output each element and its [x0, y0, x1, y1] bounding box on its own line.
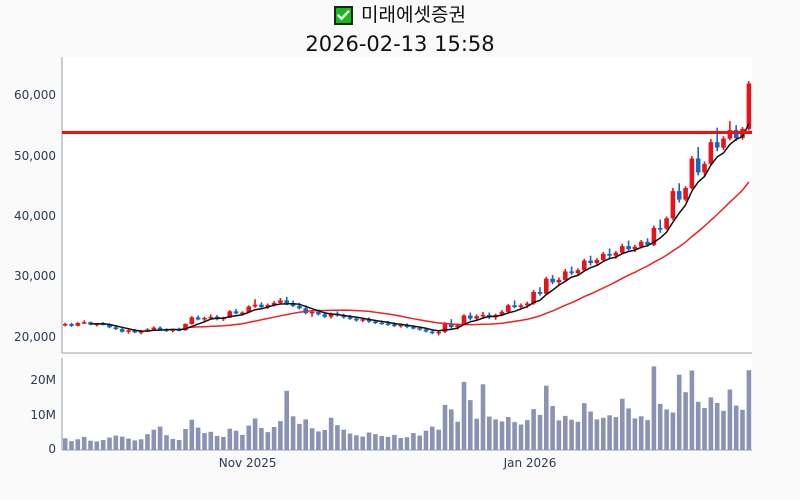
price-tick-label: 20,000: [14, 329, 56, 344]
volume-tick-label: 0: [48, 442, 56, 456]
page-title: 미래에셋증권: [361, 3, 466, 26]
price-tick-label: 50,000: [14, 148, 56, 163]
price-chart-svg[interactable]: [0, 55, 800, 355]
volume-tick-label: 20M: [30, 373, 56, 388]
checked-checkbox-icon[interactable]: [334, 5, 354, 25]
price-chart-panel: 20,000 30,000 40,000 50,000 60,000: [0, 55, 800, 355]
x-tick-label: Nov 2025: [218, 456, 277, 470]
x-tick-label: Jan 2026: [503, 456, 557, 470]
volume-chart-svg[interactable]: [0, 358, 800, 468]
title-row: 미래에셋증권: [0, 0, 800, 30]
price-tick-label: 40,000: [14, 209, 56, 224]
price-tick-label: 30,000: [14, 269, 56, 284]
volume-chart-panel: 0 10M 20M Nov 2025 Jan 2026: [0, 358, 800, 470]
timestamp-label: 2026-02-13 15:58: [305, 32, 495, 56]
volume-tick-label: 10M: [30, 407, 56, 422]
chart-header: 미래에셋증권 2026-02-13 15:58: [0, 0, 800, 55]
price-tick-label: 60,000: [14, 88, 56, 103]
